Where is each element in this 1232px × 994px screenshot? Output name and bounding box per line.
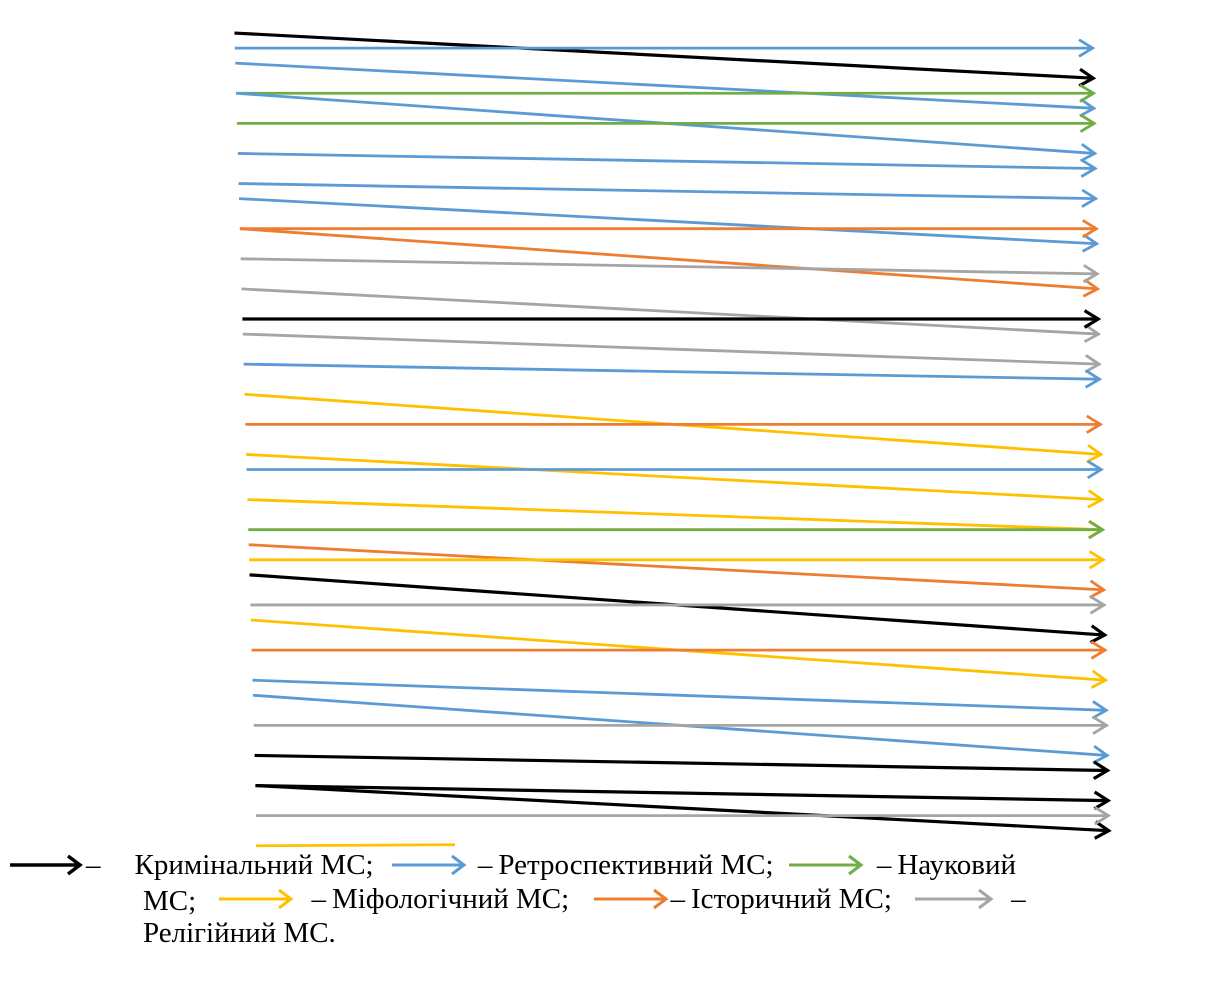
- legend-dash: –: [876, 849, 892, 881]
- arrowhead-icon: [1085, 414, 1104, 434]
- arrowhead-icon: [1088, 520, 1106, 540]
- arrow-mythological: [244, 392, 1104, 464]
- arrow-historical: [251, 640, 1108, 660]
- arrow-retrospective: [252, 678, 1109, 720]
- arrowhead-icon: [1090, 640, 1108, 660]
- arrowhead-icon: [1081, 188, 1099, 208]
- arrow-scientific: [236, 83, 1097, 103]
- arrow-religious: [256, 806, 1112, 826]
- arrow-religious: [242, 332, 1102, 374]
- arrowhead-icon: [1079, 98, 1097, 118]
- arrow-mythological: [249, 550, 1106, 570]
- legend-arrow-mythological-icon: [217, 888, 295, 910]
- arrowhead-icon: [1088, 550, 1106, 570]
- arrow-criminal: [242, 309, 1102, 329]
- arrowhead-icon: [1081, 219, 1100, 239]
- arrow-religious: [241, 287, 1102, 343]
- arrowhead-icon: [1089, 595, 1107, 615]
- arrow-religious: [240, 257, 1100, 284]
- arrowhead-icon: [1083, 309, 1102, 329]
- arrow-criminal: [249, 573, 1108, 644]
- legend-label-scientific: Науковий: [897, 849, 1017, 881]
- arrow-retrospective: [236, 91, 1098, 163]
- arrow-scientific: [236, 113, 1097, 133]
- arrowhead-icon: [1078, 38, 1096, 58]
- arrow-mythological: [255, 843, 456, 848]
- arrow-retrospective: [234, 38, 1096, 58]
- arrow-religious: [250, 595, 1107, 615]
- arrowhead-icon: [1082, 264, 1100, 284]
- arrowhead-icon: [1084, 354, 1102, 374]
- arrowhead-icon: [1093, 820, 1112, 840]
- arrowhead-icon: [1084, 369, 1103, 389]
- arrow-criminal: [234, 31, 1097, 88]
- legend-line-3: Релігійний МС.: [143, 916, 336, 950]
- legend-arrow-religious-icon: [913, 888, 995, 910]
- legend-item-scientific: – Науковий: [781, 848, 1016, 882]
- arrowhead-icon: [1079, 113, 1097, 133]
- arrow-historical: [248, 543, 1107, 599]
- legend-label-criminal: Кримінальний МС;: [134, 849, 374, 881]
- arrowhead-icon: [1079, 83, 1097, 103]
- legend-arrow-retrospective-icon: [390, 854, 468, 876]
- legend-arrow-historical-icon: [592, 888, 670, 910]
- arrowhead-icon: [1078, 67, 1097, 88]
- arrow-retrospective: [235, 61, 1097, 118]
- legend-line-1: – Кримінальний МС; – Ретроспективний МС;…: [0, 848, 1232, 884]
- arrow-historical: [239, 219, 1100, 239]
- legend-item-mythological: – Міфологічний МС;: [203, 882, 569, 916]
- arrow-mythological: [247, 498, 1106, 539]
- arrow-retrospective: [237, 152, 1098, 178]
- arrow-mythological: [250, 618, 1109, 689]
- legend-dash: –: [311, 883, 326, 915]
- arrowhead-icon: [1092, 760, 1111, 780]
- arrow-historical: [239, 227, 1101, 298]
- arrowhead-icon: [1081, 233, 1100, 253]
- legend-item-historical: – Історичний МС;: [576, 882, 892, 916]
- legend-label-historical: Історичний МС;: [690, 883, 892, 915]
- arrow-retrospective: [238, 182, 1099, 208]
- arrowhead-icon: [1090, 669, 1109, 689]
- arrowhead-icon: [1091, 700, 1109, 720]
- legend-dash: –: [477, 849, 493, 881]
- arrow-mythological: [246, 453, 1105, 509]
- arrow-retrospective: [246, 459, 1104, 480]
- arrowhead-icon: [1089, 579, 1107, 599]
- legend-item-religious: –: [899, 882, 1026, 916]
- legend-arrow-criminal-icon: [8, 854, 84, 876]
- arrowhead-icon: [1089, 624, 1108, 644]
- legend-item-criminal: – Кримінальний МС;: [0, 848, 374, 882]
- arrow-religious: [253, 715, 1110, 735]
- legend-label-mythological: Міфологічний МС;: [331, 883, 570, 915]
- arrowhead-icon: [1079, 143, 1098, 163]
- arrow-scientific: [248, 520, 1106, 540]
- arrowhead-icon: [1082, 278, 1101, 298]
- arrow-retrospective: [243, 362, 1103, 389]
- arrowhead-icon: [1086, 459, 1104, 480]
- arrow-retrospective: [238, 197, 1100, 253]
- legend-label-retrospective: Ретроспективний МС;: [498, 849, 774, 881]
- arrowhead-icon: [1092, 745, 1110, 765]
- legend-line-2: МС; – Міфологічний МС; – Історичний МС;: [143, 882, 1026, 918]
- legend-label-scientific-tail: МС;: [143, 885, 197, 917]
- legend-label-religious: Релігійний МС.: [143, 917, 336, 949]
- arrowhead-icon: [1083, 323, 1102, 343]
- arrow-criminal: [255, 783, 1112, 840]
- arrow-criminal: [255, 783, 1112, 811]
- arrowhead-icon: [1086, 444, 1104, 464]
- legend-item-retrospective: – Ретроспективний МС;: [381, 848, 774, 882]
- legend-dash: –: [86, 849, 101, 881]
- arrowhead-icon: [1094, 806, 1112, 826]
- arrow-historical: [245, 414, 1104, 434]
- arrow-criminal: [254, 753, 1111, 780]
- legend-arrow-scientific-icon: [787, 854, 865, 876]
- arrow-diagram: [234, 31, 1112, 848]
- arrowhead-icon: [1093, 790, 1112, 811]
- arrowhead-icon: [1080, 158, 1098, 178]
- arrowhead-icon: [1087, 489, 1105, 509]
- arrowhead-icon: [1092, 715, 1110, 735]
- legend-dash: –: [670, 883, 685, 915]
- legend-dash: –: [1011, 883, 1026, 915]
